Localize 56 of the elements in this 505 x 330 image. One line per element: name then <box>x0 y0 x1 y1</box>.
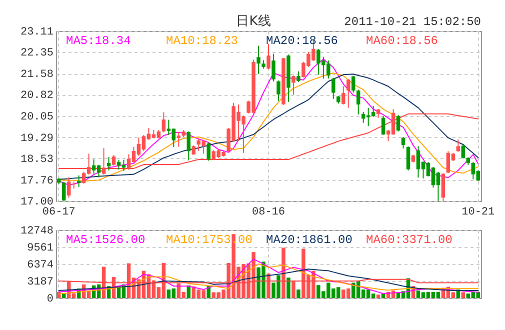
candlestick <box>406 146 410 171</box>
x-tick-label: 06-17 <box>42 206 76 218</box>
y-tick-label: 18.53 <box>20 154 54 166</box>
candlestick <box>176 132 181 148</box>
y-tick-label: 22.35 <box>20 48 54 60</box>
line-series <box>58 268 479 292</box>
candlestick <box>456 139 460 152</box>
text: MA5:1526.00 <box>66 233 146 247</box>
candlestick <box>351 75 356 93</box>
candlestick <box>341 86 346 105</box>
candlestick <box>266 44 270 70</box>
candlestick <box>186 130 191 161</box>
text: 2011-10-21 15:02:50 <box>344 15 481 29</box>
candlestick <box>332 77 336 100</box>
text: MA60:18.56 <box>366 34 438 48</box>
y-tick-label: 20.05 <box>20 112 54 124</box>
candlestick <box>62 182 66 202</box>
y-tick-label: 9561 <box>27 242 54 254</box>
bar <box>461 292 466 298</box>
y-tick-label: 3187 <box>27 276 54 288</box>
text: MA5:18.34 <box>66 34 131 48</box>
y-tick-label: 20.82 <box>20 90 54 102</box>
bar <box>286 278 290 298</box>
bar <box>296 290 300 298</box>
y-tick-label: 12748 <box>20 226 54 238</box>
candlestick <box>381 116 386 136</box>
candlestick <box>276 80 280 102</box>
candlestick <box>296 70 300 82</box>
chart-title: 日K线 <box>236 14 271 29</box>
candlestick <box>401 136 406 149</box>
y-tick-label: 6374 <box>27 260 54 272</box>
y-tick-label: 17.76 <box>20 175 54 188</box>
candlestick <box>112 154 116 166</box>
y-tick-label: 19.29 <box>20 132 54 145</box>
candlestick <box>396 114 400 132</box>
y-tick-label: 17.00 <box>20 196 54 208</box>
text: MA60:3371.00 <box>366 233 452 247</box>
candlestick <box>356 89 360 115</box>
candlestick <box>292 75 296 96</box>
x-tick-label: 08-16 <box>252 206 286 218</box>
candlestick <box>206 142 210 162</box>
text: MA20:18.56 <box>266 34 338 48</box>
candlestick <box>162 112 166 133</box>
candlestick <box>461 144 466 159</box>
y-tick-label: 0 <box>46 294 54 306</box>
text: MA20:1861.00 <box>266 233 352 247</box>
candlestick <box>76 174 81 188</box>
candlestick <box>441 172 446 202</box>
candlestick <box>346 78 350 108</box>
text: MA10:18.23 <box>166 34 238 48</box>
x-tick-label: 10-21 <box>462 206 496 218</box>
y-tick-label: 23.11 <box>20 26 54 38</box>
candlestick <box>256 45 260 74</box>
candlestick <box>272 53 276 82</box>
bar <box>376 294 380 298</box>
y-tick-label: 21.58 <box>20 69 54 82</box>
